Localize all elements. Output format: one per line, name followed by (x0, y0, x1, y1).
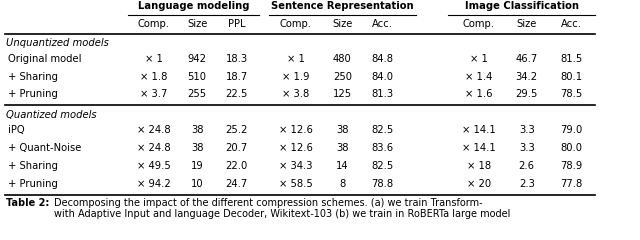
Text: × 1.4: × 1.4 (465, 72, 492, 82)
Text: Acc.: Acc. (561, 19, 582, 29)
Text: × 1.8: × 1.8 (140, 72, 167, 82)
Text: 19: 19 (191, 161, 204, 171)
Text: Sentence Representation: Sentence Representation (271, 1, 413, 11)
Text: 20.7: 20.7 (226, 143, 248, 153)
Text: 80.0: 80.0 (561, 143, 582, 153)
Text: × 12.6: × 12.6 (279, 143, 312, 153)
Text: 82.5: 82.5 (372, 126, 394, 136)
Text: 81.5: 81.5 (561, 54, 582, 64)
Text: 77.8: 77.8 (561, 179, 582, 189)
Text: × 49.5: × 49.5 (137, 161, 170, 171)
Text: × 1: × 1 (287, 54, 305, 64)
Text: 80.1: 80.1 (561, 72, 582, 82)
Text: 29.5: 29.5 (516, 89, 538, 99)
Text: Decomposing the impact of the different compression schemes. (a) we train Transf: Decomposing the impact of the different … (54, 198, 510, 219)
Text: Acc.: Acc. (372, 19, 393, 29)
Text: 480: 480 (333, 54, 352, 64)
Text: × 94.2: × 94.2 (137, 179, 170, 189)
Text: × 14.1: × 14.1 (462, 126, 495, 136)
Text: × 34.3: × 34.3 (279, 161, 312, 171)
Text: PPL: PPL (228, 19, 246, 29)
Text: Quantized models: Quantized models (6, 109, 97, 120)
Text: 2.6: 2.6 (519, 161, 535, 171)
Text: × 12.6: × 12.6 (279, 126, 312, 136)
Text: 38: 38 (336, 143, 349, 153)
Text: 78.8: 78.8 (372, 179, 394, 189)
Text: 81.3: 81.3 (372, 89, 394, 99)
Text: Language modeling: Language modeling (138, 1, 250, 11)
Text: × 1.9: × 1.9 (282, 72, 309, 82)
Text: 255: 255 (188, 89, 207, 99)
Text: Unquantized models: Unquantized models (6, 38, 109, 48)
Text: 22.0: 22.0 (226, 161, 248, 171)
Text: × 1.6: × 1.6 (465, 89, 492, 99)
Text: × 3.7: × 3.7 (140, 89, 167, 99)
Text: Original model: Original model (8, 54, 82, 64)
Text: × 1: × 1 (470, 54, 488, 64)
Text: 83.6: 83.6 (372, 143, 394, 153)
Text: × 1: × 1 (145, 54, 163, 64)
Text: 34.2: 34.2 (516, 72, 538, 82)
Text: × 18: × 18 (467, 161, 491, 171)
Text: Size: Size (332, 19, 353, 29)
Text: + Quant-Noise: + Quant-Noise (8, 143, 82, 153)
Text: 38: 38 (191, 126, 204, 136)
Text: 84.8: 84.8 (372, 54, 394, 64)
Text: + Sharing: + Sharing (8, 161, 58, 171)
Text: 79.0: 79.0 (561, 126, 582, 136)
Text: 38: 38 (336, 126, 349, 136)
Text: Comp.: Comp. (463, 19, 495, 29)
Text: × 24.8: × 24.8 (137, 126, 170, 136)
Text: × 20: × 20 (467, 179, 491, 189)
Text: iPQ: iPQ (8, 126, 25, 136)
Text: Image Classification: Image Classification (465, 1, 579, 11)
Text: 125: 125 (333, 89, 352, 99)
Text: 78.5: 78.5 (561, 89, 582, 99)
Text: 3.3: 3.3 (519, 143, 534, 153)
Text: Comp.: Comp. (138, 19, 170, 29)
Text: 22.5: 22.5 (226, 89, 248, 99)
Text: 84.0: 84.0 (372, 72, 394, 82)
Text: Size: Size (187, 19, 207, 29)
Text: × 24.8: × 24.8 (137, 143, 170, 153)
Text: 510: 510 (188, 72, 207, 82)
Text: 942: 942 (188, 54, 207, 64)
Text: 18.7: 18.7 (226, 72, 248, 82)
Text: 3.3: 3.3 (519, 126, 534, 136)
Text: 78.9: 78.9 (561, 161, 582, 171)
Text: 250: 250 (333, 72, 352, 82)
Text: 24.7: 24.7 (226, 179, 248, 189)
Text: 2.3: 2.3 (519, 179, 534, 189)
Text: 18.3: 18.3 (226, 54, 248, 64)
Text: 14: 14 (336, 161, 349, 171)
Text: 10: 10 (191, 179, 204, 189)
Text: + Pruning: + Pruning (8, 179, 58, 189)
Text: 46.7: 46.7 (516, 54, 538, 64)
Text: + Sharing: + Sharing (8, 72, 58, 82)
Text: Size: Size (516, 19, 537, 29)
Text: × 3.8: × 3.8 (282, 89, 309, 99)
Text: 38: 38 (191, 143, 204, 153)
Text: + Pruning: + Pruning (8, 89, 58, 99)
Text: Table 2:: Table 2: (6, 198, 53, 208)
Text: Comp.: Comp. (280, 19, 312, 29)
Text: 82.5: 82.5 (372, 161, 394, 171)
Text: 8: 8 (339, 179, 346, 189)
Text: × 58.5: × 58.5 (279, 179, 312, 189)
Text: 25.2: 25.2 (226, 126, 248, 136)
Text: × 14.1: × 14.1 (462, 143, 495, 153)
